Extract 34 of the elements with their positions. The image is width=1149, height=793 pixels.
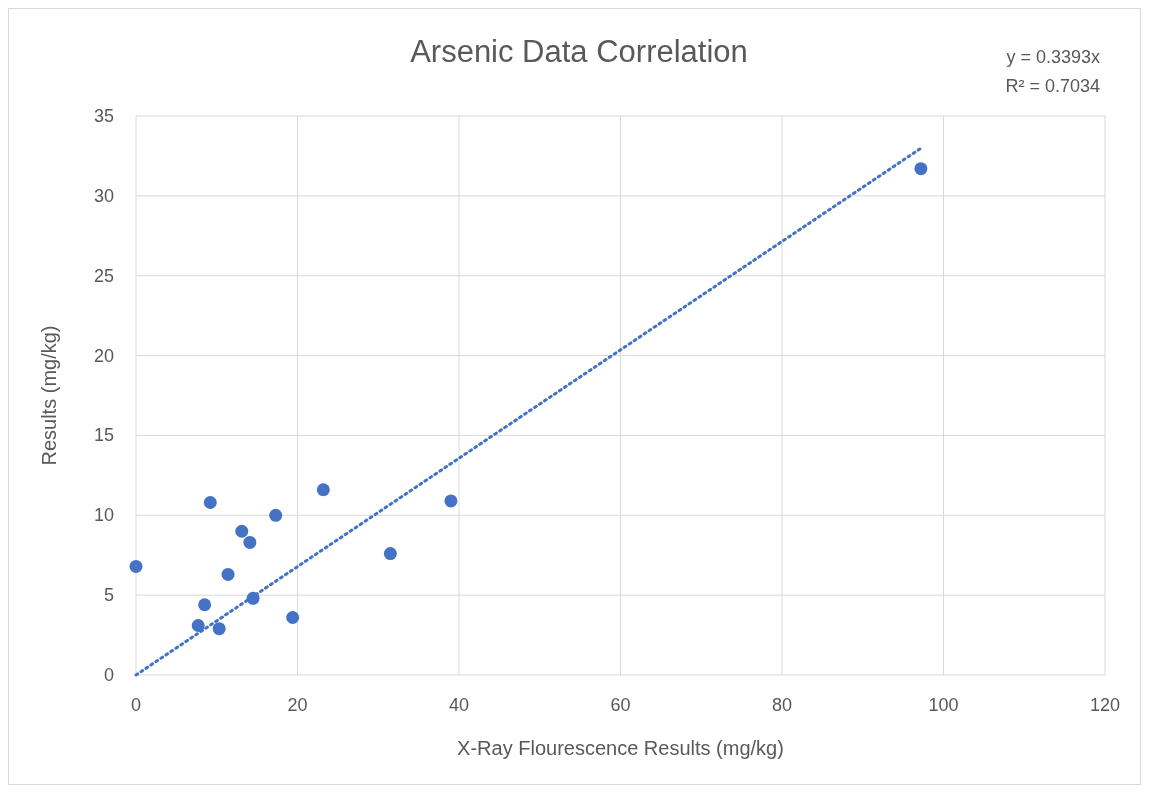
y-tick-label: 30: [93, 185, 114, 206]
point: [191, 618, 205, 632]
y-tick-label: 15: [93, 425, 114, 446]
x-axis-title: X-Ray Flourescence Results (mg/kg): [457, 737, 784, 759]
x-tick-label: 80: [771, 695, 793, 715]
point: [198, 598, 212, 612]
y-tick-label: 20: [93, 345, 114, 366]
point: [203, 496, 217, 510]
point: [316, 483, 330, 497]
y-tick-label: 25: [93, 265, 114, 286]
x-tick-label: 40: [448, 695, 470, 715]
point: [243, 535, 257, 549]
text: R² = 0.7034: [1005, 76, 1100, 96]
y-tick-label: 5: [103, 585, 114, 606]
x-tick-label: 60: [610, 695, 631, 715]
y-tick-label: 10: [93, 505, 114, 526]
y-tick-label: 35: [93, 106, 114, 126]
x-tick-label: 120: [1089, 695, 1121, 715]
y-tick-label: 0: [103, 665, 114, 685]
point: [286, 611, 300, 624]
point: [129, 559, 143, 573]
point: [914, 162, 928, 176]
point: [221, 567, 235, 581]
chart-title: Arsenic Data Correlation: [410, 34, 748, 69]
x-tick-label: 0: [130, 695, 142, 715]
point: [383, 547, 397, 561]
point: [269, 508, 283, 522]
point: [235, 524, 249, 538]
x-tick-label: 20: [287, 695, 308, 715]
y-axis-title: Results (mg/kg): [38, 325, 60, 466]
x-tick-label: 100: [928, 695, 959, 715]
point: [212, 622, 226, 636]
point: [444, 494, 458, 508]
text: y = 0.3393x: [1006, 47, 1100, 67]
